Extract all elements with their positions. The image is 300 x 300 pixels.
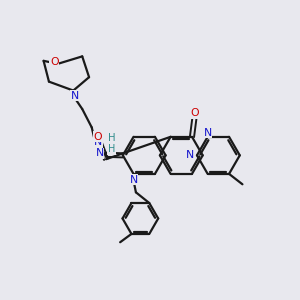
Text: H: H xyxy=(108,134,116,143)
Text: N: N xyxy=(71,91,79,101)
Text: N: N xyxy=(203,128,212,138)
Text: N: N xyxy=(186,150,194,160)
Text: O: O xyxy=(94,132,102,142)
Text: N: N xyxy=(95,148,104,158)
Text: H: H xyxy=(108,144,115,154)
Text: N: N xyxy=(94,137,102,147)
Text: N: N xyxy=(129,175,138,185)
Text: O: O xyxy=(190,108,199,118)
Text: O: O xyxy=(50,57,58,67)
